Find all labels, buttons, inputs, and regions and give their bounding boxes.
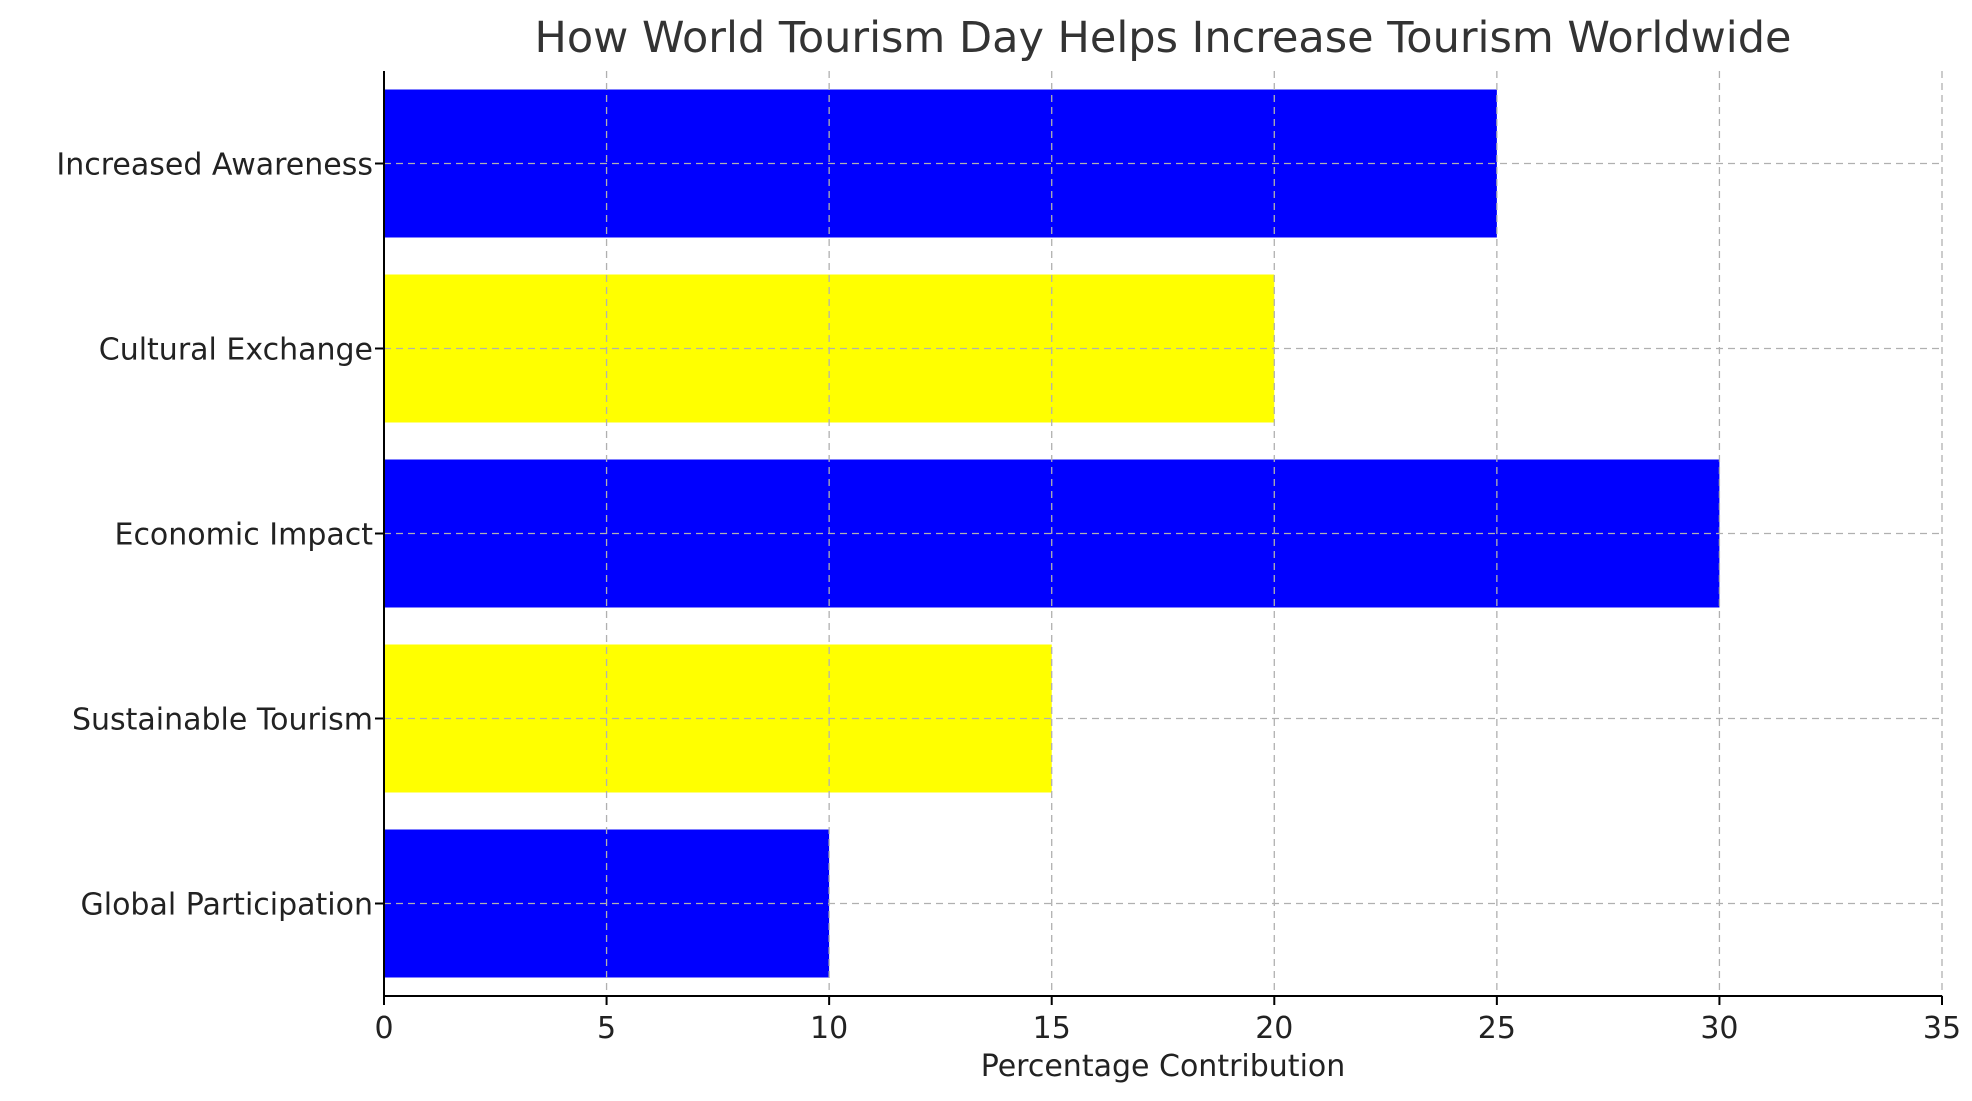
y-axis-ticks: Global Participation Sustainable Tourism E… bbox=[56, 148, 384, 923]
x-tick-label: 35 bbox=[1923, 1011, 1961, 1046]
y-tick-label: Cultural Exchange bbox=[99, 333, 373, 368]
y-tick-label: Sustainable Tourism bbox=[72, 703, 373, 738]
x-tick-label: 30 bbox=[1700, 1011, 1738, 1046]
x-tick-label: 5 bbox=[597, 1011, 616, 1046]
x-tick-label: 20 bbox=[1255, 1011, 1293, 1046]
x-tick-label: 15 bbox=[1033, 1011, 1071, 1046]
y-tick-label: Economic Impact bbox=[114, 518, 373, 553]
x-tick-label: 10 bbox=[810, 1011, 848, 1046]
grid-lines bbox=[384, 71, 1943, 996]
chart-title: How World Tourism Day Helps Increase Tou… bbox=[535, 13, 1792, 63]
x-axis-ticks: 0 5 10 15 20 25 30 35 bbox=[374, 996, 1961, 1046]
x-axis-label: Percentage Contribution bbox=[981, 1049, 1346, 1084]
y-tick-label: Increased Awareness bbox=[56, 148, 373, 183]
x-tick-label: 25 bbox=[1478, 1011, 1516, 1046]
y-tick-label: Global Participation bbox=[80, 888, 373, 923]
x-tick-label: 0 bbox=[374, 1011, 393, 1046]
